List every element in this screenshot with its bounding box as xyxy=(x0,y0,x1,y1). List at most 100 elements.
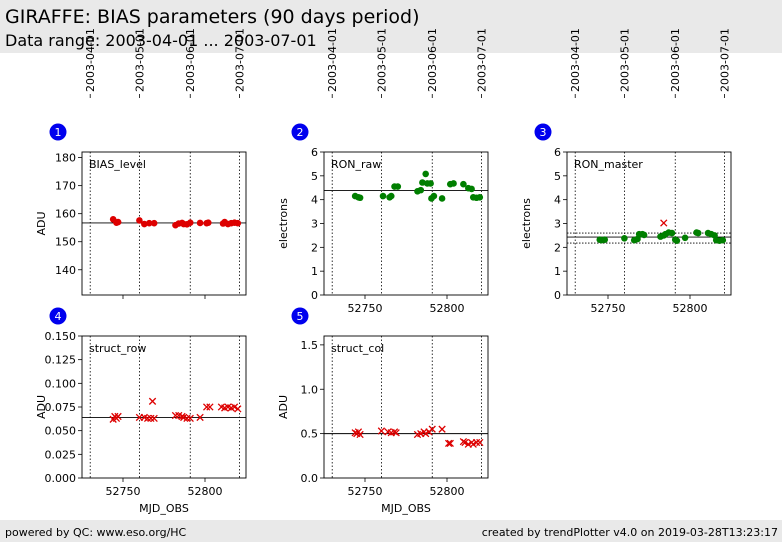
data-point-stroke xyxy=(196,413,204,422)
panel-title: RON_raw xyxy=(331,158,381,171)
page-title: GIRAFFE: BIAS parameters (90 days period… xyxy=(5,6,420,28)
y-tick-label: 0 xyxy=(554,289,561,302)
plot-panel-5: 0.0 0.5 1.0 1.5 52750 52800 struct_col ADU MJD_O… xyxy=(277,307,489,515)
y-tick-label: 0.5 xyxy=(301,428,319,441)
data-point xyxy=(387,192,395,200)
y-tick-label: 6 xyxy=(311,146,318,159)
y-axis-label: electrons xyxy=(277,198,290,249)
data-point-stroke xyxy=(206,403,214,411)
panel-title: BIAS_level xyxy=(89,158,146,171)
y-tick-label: 5 xyxy=(311,170,318,183)
data-point xyxy=(673,237,681,244)
data-point xyxy=(136,217,143,224)
x-axis-label: MJD_OBS xyxy=(381,502,431,515)
y-tick-label: 1.5 xyxy=(301,339,319,352)
data-point xyxy=(438,195,446,202)
data-point-cross xyxy=(206,403,214,411)
y-tick-label: 0.100 xyxy=(45,377,77,390)
y-tick-label: 1 xyxy=(554,265,561,278)
data-point-stroke xyxy=(150,414,158,423)
data-point xyxy=(394,183,402,190)
data-point-cross xyxy=(150,414,158,423)
panel-title: struct_row xyxy=(89,342,146,355)
data-point xyxy=(476,193,484,201)
y-tick-label: 0.000 xyxy=(45,472,77,485)
data-point xyxy=(668,229,676,237)
date-tick-label: 2003-06-01 xyxy=(426,28,439,92)
data-point-stroke xyxy=(183,414,191,423)
date-tick-label: 2003-05-01 xyxy=(133,28,146,92)
footer-bar: powered by QC: www.eso.org/HC created by… xyxy=(0,520,782,542)
y-tick-label: 1.0 xyxy=(301,383,319,396)
data-point-cross xyxy=(444,439,453,448)
data-point-stroke xyxy=(472,438,481,447)
y-tick-label: 180 xyxy=(55,152,76,165)
data-point-stroke xyxy=(356,430,364,439)
panel-number-badge xyxy=(49,123,67,141)
plot-frame xyxy=(323,335,489,479)
y-tick-label: 140 xyxy=(55,264,76,277)
data-point-stroke xyxy=(202,403,211,411)
panel-number-label: 1 xyxy=(55,126,62,139)
data-point-stroke xyxy=(230,403,239,411)
data-point xyxy=(601,236,609,244)
x-tick-label: 52800 xyxy=(188,485,223,498)
plot-panel-1: 2003-04-01 2003-05-01 2003-06-01 2003-07-01… xyxy=(35,28,247,299)
x-axis-label: MJD_OBS xyxy=(139,502,189,515)
data-point xyxy=(114,218,122,226)
panel-title: struct_col xyxy=(331,342,384,355)
data-point-cross xyxy=(202,403,211,411)
y-tick-label: 0.025 xyxy=(45,448,77,461)
date-tick-label: 2003-05-01 xyxy=(618,28,631,92)
plot-frame xyxy=(566,151,732,296)
data-point xyxy=(450,180,457,187)
data-point-stroke xyxy=(438,425,446,433)
panel-number-badge xyxy=(534,123,552,141)
footer-powered-by: powered by QC: www.eso.org/HC xyxy=(5,526,187,539)
data-point-stroke xyxy=(428,425,436,433)
date-tick-label: 2003-07-01 xyxy=(718,28,731,92)
x-tick-label: 52800 xyxy=(673,302,708,315)
data-point-cross xyxy=(446,439,454,448)
panel-number-label: 2 xyxy=(297,126,304,139)
data-point-stroke xyxy=(143,414,152,423)
data-point xyxy=(145,219,153,227)
panel-number-label: 3 xyxy=(540,126,547,139)
data-point-stroke xyxy=(446,439,454,448)
y-tick-label: 2 xyxy=(311,241,318,254)
y-tick-label: 160 xyxy=(55,208,76,221)
data-point xyxy=(422,170,429,178)
data-point-stroke xyxy=(175,411,183,420)
y-tick-label: 0.050 xyxy=(45,425,77,438)
data-point xyxy=(150,219,158,227)
y-axis-label: ADU xyxy=(35,211,48,235)
data-point-cross xyxy=(186,414,194,423)
data-point-stroke xyxy=(354,428,363,436)
data-point-cross xyxy=(148,397,157,405)
plot-frame xyxy=(81,151,247,296)
date-tick-label: 2003-04-01 xyxy=(326,28,339,92)
data-point-stroke xyxy=(171,411,180,420)
data-point-stroke xyxy=(461,438,469,447)
date-tick-label: 2003-06-01 xyxy=(184,28,197,92)
y-tick-label: 4 xyxy=(311,194,318,207)
data-point-stroke xyxy=(224,403,232,411)
header-bar: GIRAFFE: BIAS parameters (90 days period… xyxy=(0,0,782,53)
data-point xyxy=(234,219,242,227)
data-point-stroke xyxy=(377,427,386,435)
panel-number-label: 4 xyxy=(55,310,62,323)
data-point xyxy=(196,219,204,227)
data-point-cross xyxy=(660,219,668,227)
date-tick-label: 2003-04-01 xyxy=(84,28,97,92)
panel-number-badge xyxy=(291,123,309,141)
y-tick-label: 2 xyxy=(554,241,561,254)
data-point-cross xyxy=(171,411,180,420)
date-tick-label: 2003-07-01 xyxy=(475,28,488,92)
data-point-cross xyxy=(377,427,386,435)
y-tick-label: 4 xyxy=(554,194,561,207)
y-tick-label: 0.125 xyxy=(45,354,77,367)
data-point-stroke xyxy=(114,412,122,421)
date-tick-label: 2003-06-01 xyxy=(669,28,682,92)
y-tick-label: 5 xyxy=(554,170,561,183)
panel-number-badge xyxy=(291,307,309,325)
